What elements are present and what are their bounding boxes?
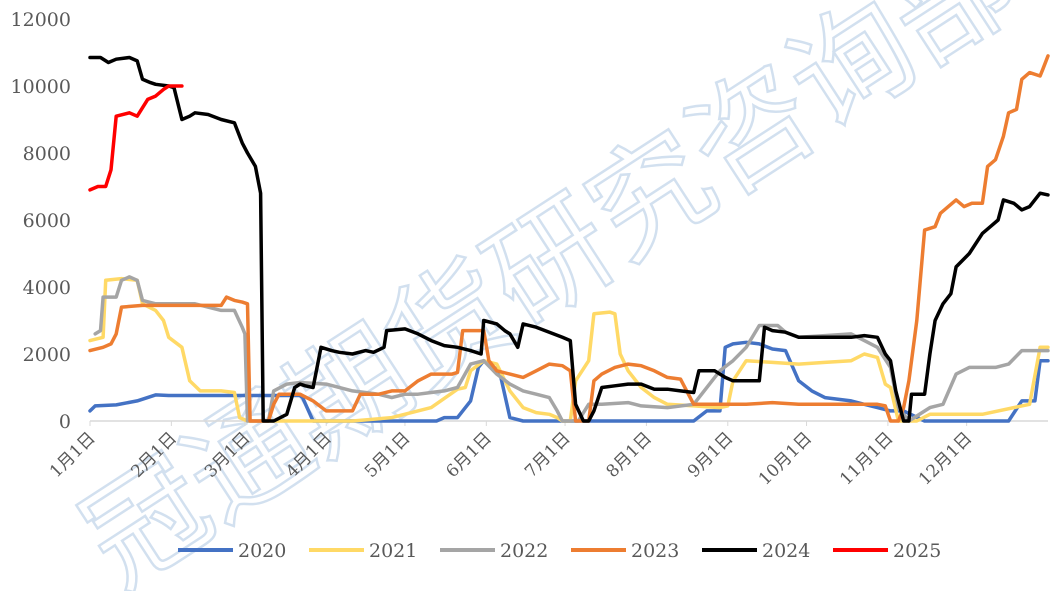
x-tick-label: 6月1日	[442, 428, 495, 481]
legend-label-2022: 2022	[500, 540, 548, 562]
y-tick-label: 0	[59, 411, 71, 433]
y-tick-label: 10000	[11, 76, 71, 98]
y-axis-ticks: 12000 10000 8000 6000 4000 2000 0	[11, 9, 71, 433]
x-tick-label: 12月1日	[915, 428, 976, 489]
watermark: 冠通期货研究咨询部	[59, 0, 1043, 591]
legend-label-2021: 2021	[369, 540, 417, 562]
y-tick-label: 8000	[23, 143, 71, 165]
series-line-2023	[88, 54, 1050, 423]
legend: 2020 2021 2022 2023 2024 2025	[178, 540, 941, 562]
x-tick-label: 11月1日	[836, 428, 897, 489]
series-layer	[88, 54, 1050, 423]
x-tick-label: 1月1日	[46, 428, 99, 481]
y-tick-label: 6000	[23, 210, 71, 232]
legend-label-2020: 2020	[238, 540, 286, 562]
legend-label-2024: 2024	[762, 540, 810, 562]
y-tick-label: 4000	[23, 277, 71, 299]
legend-label-2023: 2023	[631, 540, 679, 562]
x-tick-label: 8月1日	[602, 428, 655, 481]
y-tick-label: 12000	[11, 9, 71, 31]
watermark-text: 冠通期货研究咨询部	[60, 0, 1041, 591]
x-tick-label: 9月1日	[684, 428, 737, 481]
y-tick-label: 2000	[23, 344, 71, 366]
series-line-2022	[93, 275, 1050, 423]
legend-label-2025: 2025	[893, 540, 941, 562]
x-tick-label: 10月1日	[755, 428, 816, 489]
series-line-2024	[88, 55, 1050, 423]
series-line-2025	[88, 84, 184, 192]
series-line-2021	[88, 276, 1050, 423]
x-tick-label: 7月1日	[521, 428, 574, 481]
